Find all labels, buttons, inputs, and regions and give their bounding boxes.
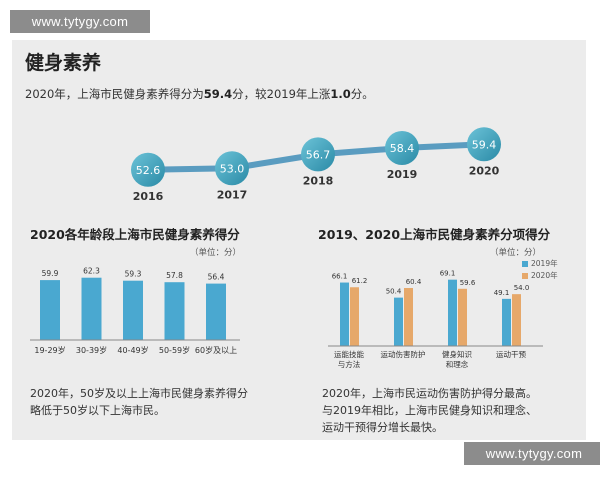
item-category-label: 与方法 (338, 359, 361, 369)
age-bar-value: 62.3 (83, 267, 100, 276)
item-chart-unit: （单位：分） (490, 248, 542, 258)
infographic-card (12, 40, 586, 440)
age-chart-title: 2020各年龄段上海市民健身素养得分 (30, 227, 240, 242)
age-bar-value: 57.8 (166, 271, 183, 280)
legend-label-2020: 2020年 (531, 271, 558, 280)
item-bar-value: 61.2 (352, 277, 368, 285)
age-bar-chart: 59.9 19-29岁 62.3 30-39岁 59.3 40-49岁 57.8 50-59岁… (30, 267, 240, 355)
year-value-label: 52.6 (136, 164, 161, 177)
age-note-line-2: 略低于50岁以下上海市民。 (30, 404, 165, 417)
item-bar-2020 (404, 288, 413, 346)
age-chart-unit: （单位：分） (190, 248, 242, 258)
summary-mid: 分，较2019年上涨 (232, 87, 331, 101)
age-bar (123, 280, 143, 340)
year-value-label: 53.0 (220, 162, 245, 175)
item-bar-2019 (340, 282, 349, 346)
item-category-label: 和理念 (446, 359, 469, 369)
age-category-label: 50-59岁 (159, 345, 190, 355)
year-value-label: 59.4 (472, 138, 497, 151)
item-bar-2019 (448, 279, 457, 346)
year-label: 2017 (217, 188, 248, 200)
summary-prefix: 2020年，上海市民健身素养得分为 (25, 87, 204, 101)
item-bar-value: 66.1 (332, 273, 348, 281)
age-note: 2020年，50岁及以上上海市民健身素养得分 略低于50岁以下上海市民。 (30, 385, 248, 419)
section-title: 健身素养 (25, 52, 102, 74)
age-bar (206, 283, 226, 340)
year-bubble (467, 127, 501, 162)
year-bubble (131, 152, 165, 187)
year-label: 2016 (133, 190, 164, 200)
legend-label-2019: 2019年 (531, 259, 558, 268)
watermark-bottom: www.tytygy.com (464, 442, 600, 465)
yearly-score-timeline: 52.6 2016 53.0 2017 56.7 2018 58.4 2019 59.4 2020 (131, 127, 501, 200)
item-bar-value: 69.1 (440, 270, 456, 278)
year-label: 2018 (303, 174, 334, 187)
year-bubble (301, 137, 335, 172)
age-bar (40, 280, 60, 340)
item-note-line-1: 2020年，上海市民运动伤害防护得分最高。 (322, 387, 537, 400)
item-bar-value: 60.4 (406, 278, 422, 286)
item-chart-title: 2019、2020上海市民健身素养分项得分 (318, 227, 551, 242)
item-bar-value: 54.0 (514, 284, 530, 292)
item-note-line-3: 运动干预得分增长最快。 (322, 421, 443, 434)
age-category-label: 30-39岁 (76, 345, 107, 355)
age-category-label: 60岁及以上 (195, 345, 237, 355)
item-bar-2020 (512, 294, 521, 346)
age-note-line-1: 2020年，50岁及以上上海市民健身素养得分 (30, 387, 248, 400)
item-category-label: 运动伤害防护 (381, 349, 426, 359)
year-value-label: 56.7 (306, 148, 331, 161)
legend-item-2020: 2020年 (522, 270, 558, 281)
item-category-label: 健身知识 (442, 349, 472, 359)
summary-suffix: 分。 (350, 87, 374, 101)
item-note: 2020年，上海市民运动伤害防护得分最高。 与2019年相比，上海市民健身知识和… (322, 385, 537, 436)
watermark-top: www.tytygy.com (10, 10, 150, 33)
item-bar-2019 (502, 298, 511, 346)
age-category-label: 19-29岁 (34, 345, 65, 355)
item-bar-value: 49.1 (494, 289, 510, 297)
legend-item-2019: 2019年 (522, 258, 558, 269)
summary-text: 2020年，上海市民健身素养得分为59.4分，较2019年上涨1.0分。 (25, 86, 374, 102)
age-bar-value: 59.9 (42, 269, 59, 278)
legend-swatch-2019 (522, 260, 528, 267)
item-category-label: 运动干预 (496, 349, 526, 359)
item-bar-2020 (350, 287, 359, 346)
age-bar-value: 59.3 (125, 270, 142, 279)
item-chart-legend: 2019年 2020年 (522, 258, 558, 282)
item-bar-value: 50.4 (386, 288, 402, 296)
year-label: 2020 (469, 164, 500, 177)
year-value-label: 58.4 (390, 142, 415, 155)
summary-value-score: 59.4 (203, 87, 233, 101)
age-category-label: 40-49岁 (117, 345, 148, 355)
year-bubble (215, 151, 249, 186)
age-bar-value: 56.4 (208, 273, 225, 282)
age-bar (164, 282, 185, 340)
item-bar-2019 (394, 297, 403, 346)
item-note-line-2: 与2019年相比，上海市民健身知识和理念、 (322, 404, 537, 417)
legend-swatch-2020 (522, 272, 528, 279)
item-bar-value: 59.6 (460, 279, 476, 287)
item-bar-2020 (458, 288, 467, 346)
year-bubble (385, 131, 419, 165)
year-label: 2019 (387, 168, 418, 181)
item-category-label: 运能技能 (334, 349, 364, 359)
age-bar (81, 277, 102, 340)
summary-value-increase: 1.0 (330, 87, 351, 101)
